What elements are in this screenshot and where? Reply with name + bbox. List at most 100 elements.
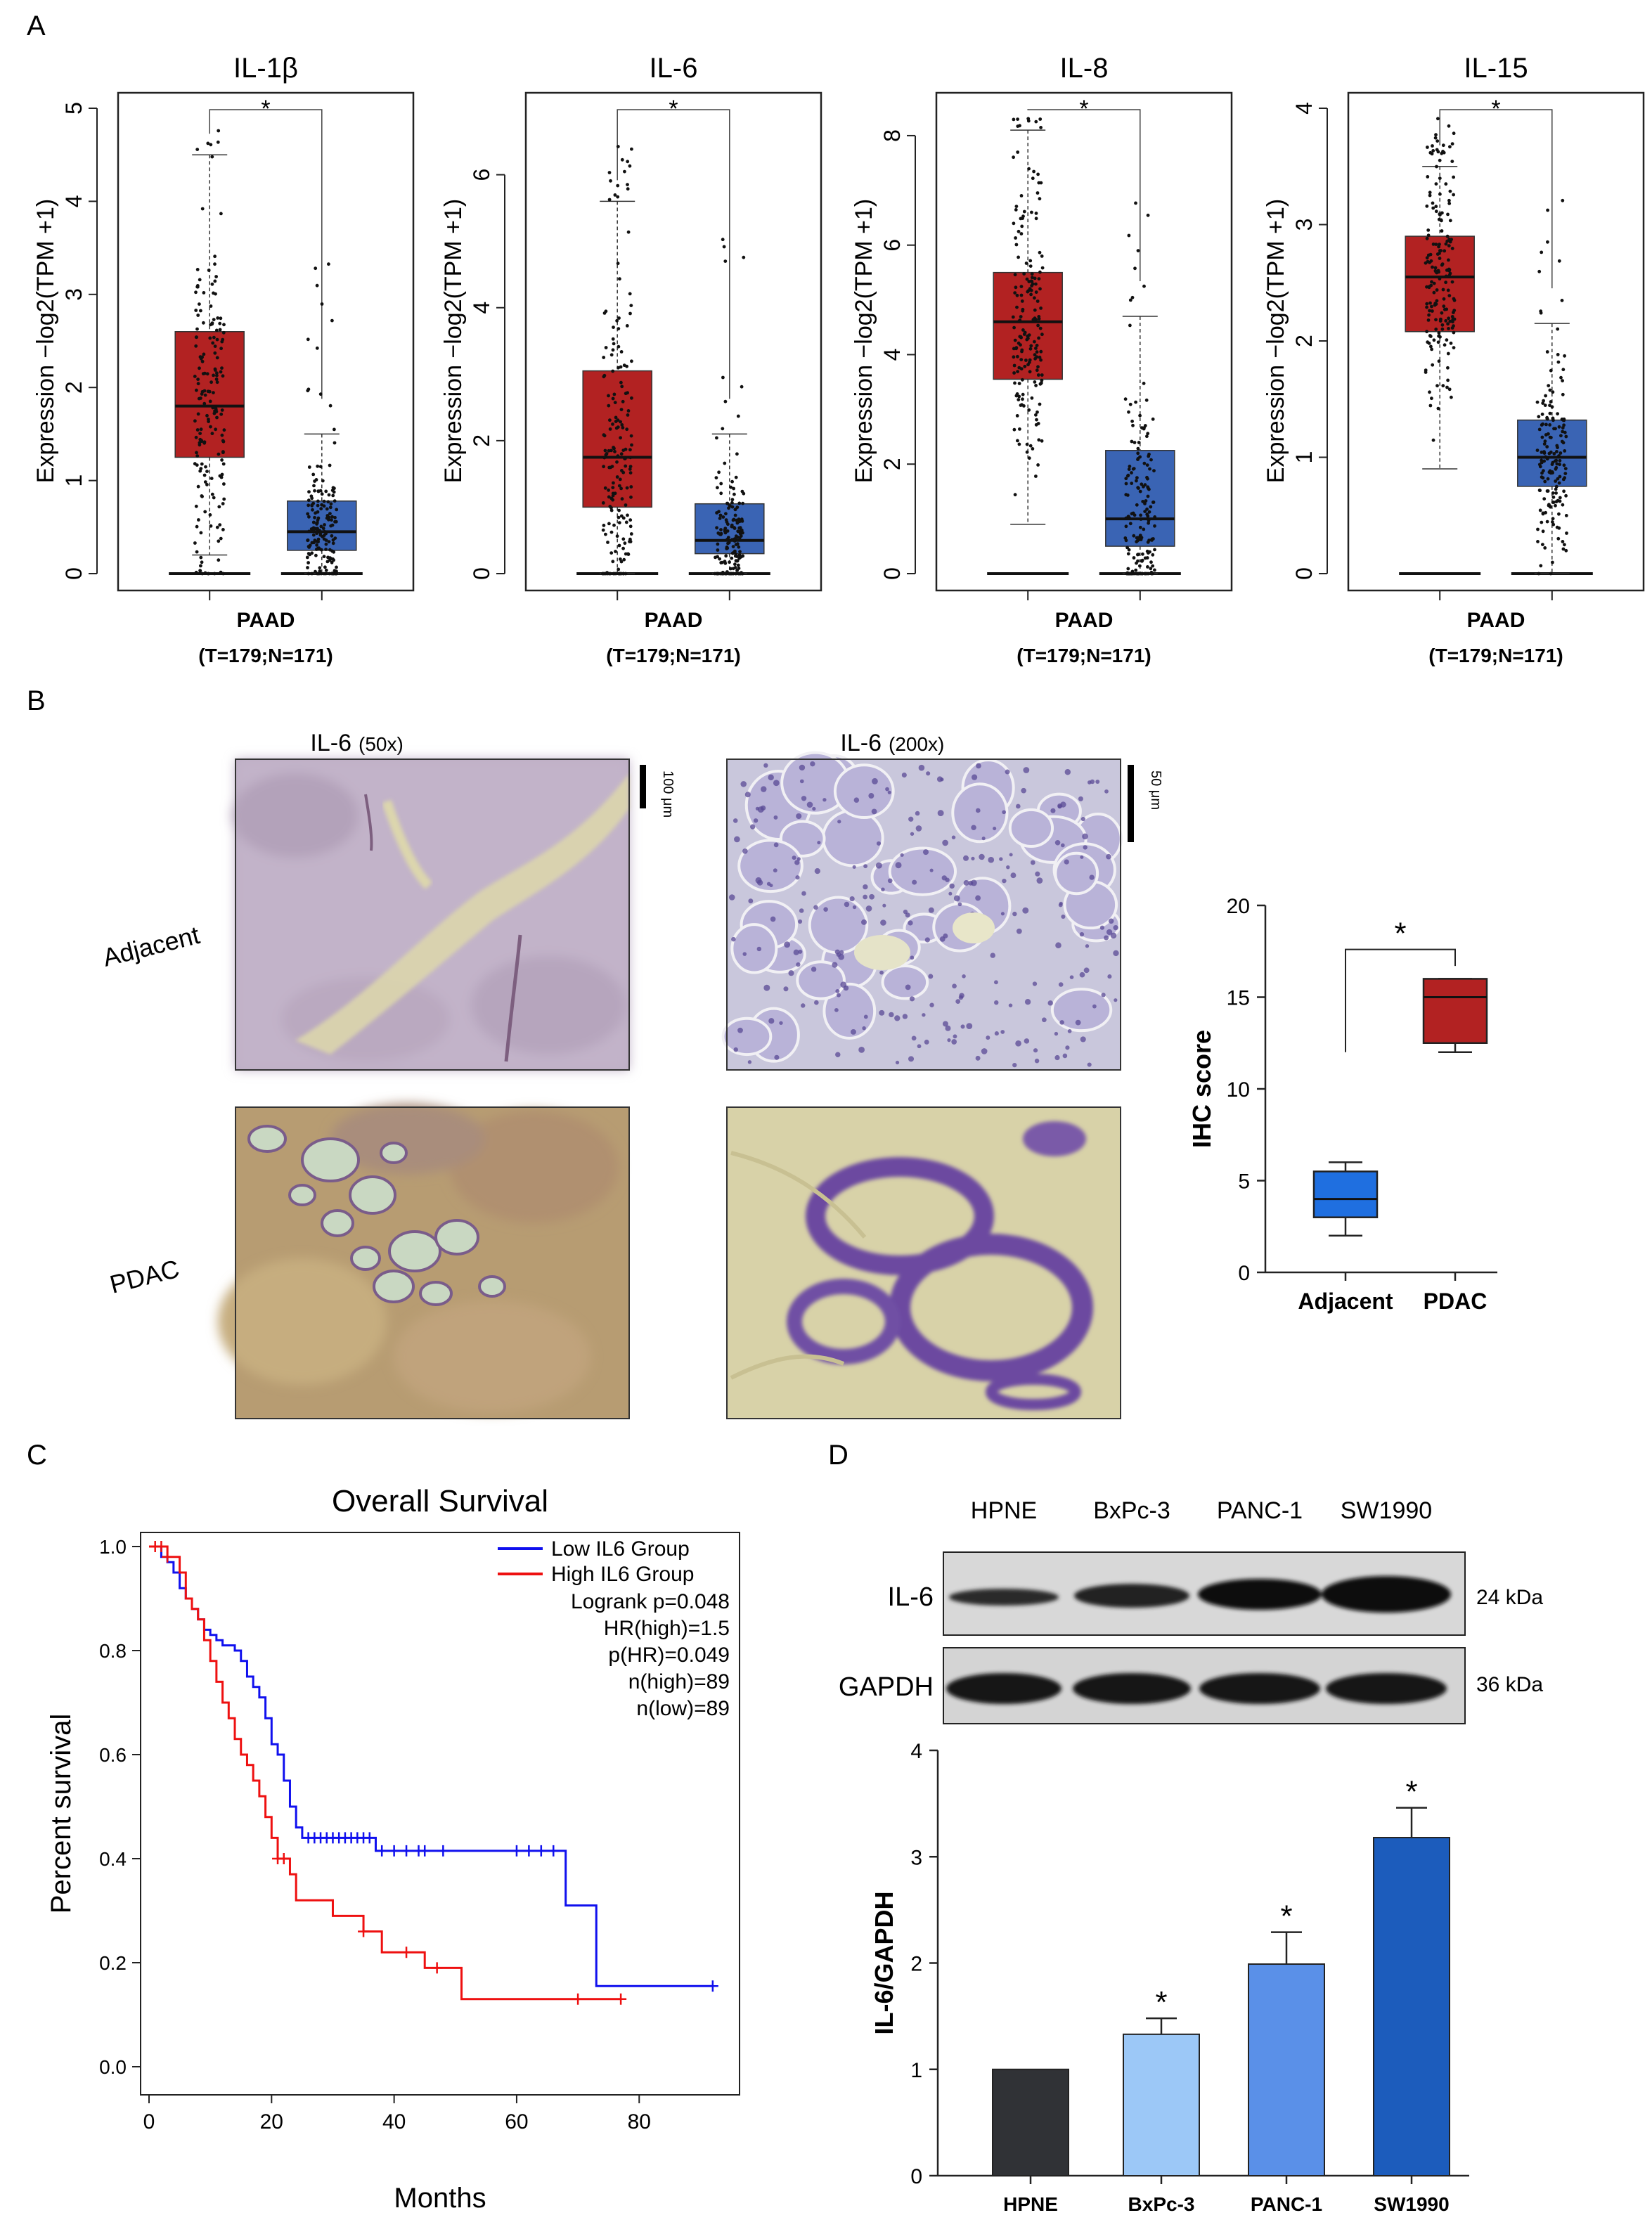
- nucleus: [1035, 871, 1040, 877]
- nucleus: [770, 916, 776, 922]
- duct-gland: [388, 1230, 441, 1272]
- data-point: [630, 396, 633, 400]
- y-tick-label: 1: [61, 475, 86, 487]
- il6-gapdh-bar-chart: 0 1 2 3 4 IL-6/GAPDH HPNE * BxPc-3 * PANC-1 * SW1990: [870, 1740, 1469, 2215]
- data-point: [194, 344, 198, 348]
- nucleus: [1110, 932, 1117, 939]
- data-point: [734, 553, 738, 557]
- data-point: [198, 355, 202, 359]
- nucleus: [853, 797, 860, 803]
- nucleus: [889, 1012, 894, 1018]
- data-point: [194, 570, 198, 574]
- data-point: [1147, 519, 1151, 522]
- data-point: [324, 568, 328, 572]
- data-point: [1124, 477, 1128, 481]
- data-point: [1537, 572, 1541, 576]
- data-point: [611, 560, 615, 564]
- data-point: [316, 499, 320, 503]
- data-point: [1028, 259, 1033, 263]
- data-point: [602, 524, 606, 527]
- y-tick-label: 1.0: [99, 1536, 127, 1558]
- data-point: [1137, 441, 1141, 444]
- data-point: [1557, 259, 1561, 263]
- nucleus: [990, 953, 995, 958]
- y-tick-label: 3: [1291, 219, 1317, 231]
- nucleus: [814, 1000, 819, 1005]
- data-point: [1040, 254, 1044, 258]
- nucleus: [928, 974, 934, 979]
- data-point: [1019, 194, 1024, 198]
- data-point: [1543, 546, 1547, 550]
- nucleus: [865, 905, 872, 912]
- data-point: [1450, 247, 1454, 250]
- data-point: [719, 561, 723, 564]
- y-tick-label: 3: [61, 288, 86, 301]
- data-point: [1554, 467, 1558, 471]
- y-tick-label: 0.6: [99, 1744, 127, 1766]
- data-point: [1450, 238, 1454, 241]
- data-point: [1554, 458, 1559, 463]
- data-point: [1558, 499, 1562, 503]
- data-point: [628, 456, 633, 460]
- data-point: [212, 335, 216, 340]
- data-point: [315, 283, 319, 288]
- data-point: [1019, 343, 1022, 347]
- data-point: [198, 278, 202, 282]
- nucleus: [799, 764, 806, 771]
- data-point: [306, 512, 310, 516]
- nucleus: [835, 1052, 841, 1057]
- y-tick-label: 5: [61, 102, 86, 115]
- nucleus: [1021, 787, 1026, 794]
- data-point: [210, 282, 214, 286]
- data-point: [624, 572, 628, 576]
- data-point: [218, 523, 222, 527]
- data-point: [626, 187, 630, 191]
- data-point: [1150, 538, 1154, 542]
- data-point: [319, 524, 323, 529]
- nucleus: [737, 1027, 743, 1033]
- data-point: [324, 531, 328, 536]
- data-point: [1029, 288, 1033, 292]
- data-point: [1561, 379, 1565, 382]
- nucleus: [1054, 1031, 1059, 1036]
- data-point: [306, 566, 309, 569]
- nucleus: [971, 774, 978, 780]
- acinus-cell-cluster: [881, 964, 929, 1000]
- nucleus: [728, 894, 735, 901]
- data-point: [1548, 388, 1552, 392]
- data-point: [316, 516, 321, 520]
- stat-annotation: HR(high)=1.5: [604, 1617, 730, 1640]
- data-point: [733, 562, 737, 567]
- data-point: [316, 540, 320, 544]
- data-point: [1428, 150, 1433, 155]
- micrograph-pdac-200x: [727, 1107, 1121, 1419]
- data-point: [1146, 432, 1150, 436]
- nucleus: [903, 909, 908, 915]
- data-point: [621, 426, 625, 430]
- data-point: [1442, 297, 1446, 301]
- data-point: [305, 555, 309, 560]
- data-point: [220, 366, 224, 370]
- data-point: [628, 524, 633, 529]
- duct-gland: [288, 1184, 316, 1206]
- x-axis-sublabel: (T=179;N=171): [198, 645, 333, 666]
- nucleus: [734, 836, 740, 843]
- y-tick-label: 4: [469, 302, 494, 314]
- data-point: [1017, 319, 1021, 323]
- data-point: [313, 479, 316, 483]
- data-point: [195, 524, 199, 529]
- nucleus: [911, 1035, 917, 1041]
- data-point: [607, 488, 610, 492]
- nucleus: [755, 806, 759, 811]
- data-point: [330, 549, 334, 553]
- data-point: [1551, 418, 1555, 422]
- data-point: [201, 372, 205, 375]
- data-point: [1445, 307, 1449, 311]
- data-point: [306, 561, 310, 564]
- data-point: [608, 572, 612, 576]
- data-point: [1036, 373, 1040, 377]
- data-point: [1039, 349, 1043, 354]
- nucleus: [850, 1028, 856, 1035]
- data-point: [1149, 458, 1153, 462]
- data-point: [210, 321, 214, 325]
